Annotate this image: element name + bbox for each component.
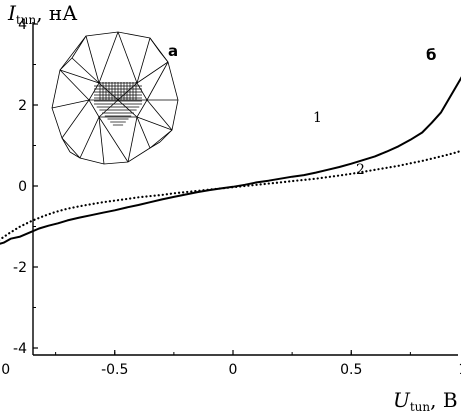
x-tick-label: -1.0 bbox=[0, 362, 10, 378]
x-tick-label: 1.0 bbox=[458, 362, 461, 378]
y-tick-label: 4 bbox=[18, 17, 27, 33]
y-axis-title: Itun, нА bbox=[7, 1, 77, 27]
y-tick-label: -2 bbox=[13, 260, 27, 276]
x-axis-symbol: U bbox=[393, 388, 411, 412]
curve-label-1: 1 bbox=[313, 110, 322, 126]
series-line-2 bbox=[0, 149, 461, 241]
plot-frame bbox=[32, 22, 458, 356]
central-hatched-polyhedron bbox=[94, 82, 142, 126]
inset-cluster-diagram bbox=[51, 31, 179, 165]
panel-label-a: а bbox=[168, 42, 178, 60]
x-tick-label: 0 bbox=[229, 362, 238, 378]
x-axis-subscript: tun bbox=[410, 400, 431, 414]
x-axis-unit: , В bbox=[430, 388, 457, 412]
x-tick-label: -0.5 bbox=[101, 362, 128, 378]
y-tick-label: 2 bbox=[18, 98, 27, 114]
y-axis-symbol: I bbox=[7, 1, 17, 25]
y-tick-label: -4 bbox=[13, 341, 27, 357]
x-tick-label: 0.5 bbox=[340, 362, 362, 378]
y-axis-unit: , нА bbox=[36, 1, 77, 25]
curve-label-2: 2 bbox=[356, 162, 365, 178]
y-axis-subscript: tun bbox=[16, 13, 37, 27]
y-tick-label: 0 bbox=[18, 179, 27, 195]
series-line-1 bbox=[0, 76, 461, 245]
x-axis-title: Utun, В bbox=[393, 388, 458, 414]
series-layer bbox=[0, 76, 461, 245]
panel-label-b: б bbox=[426, 46, 436, 64]
